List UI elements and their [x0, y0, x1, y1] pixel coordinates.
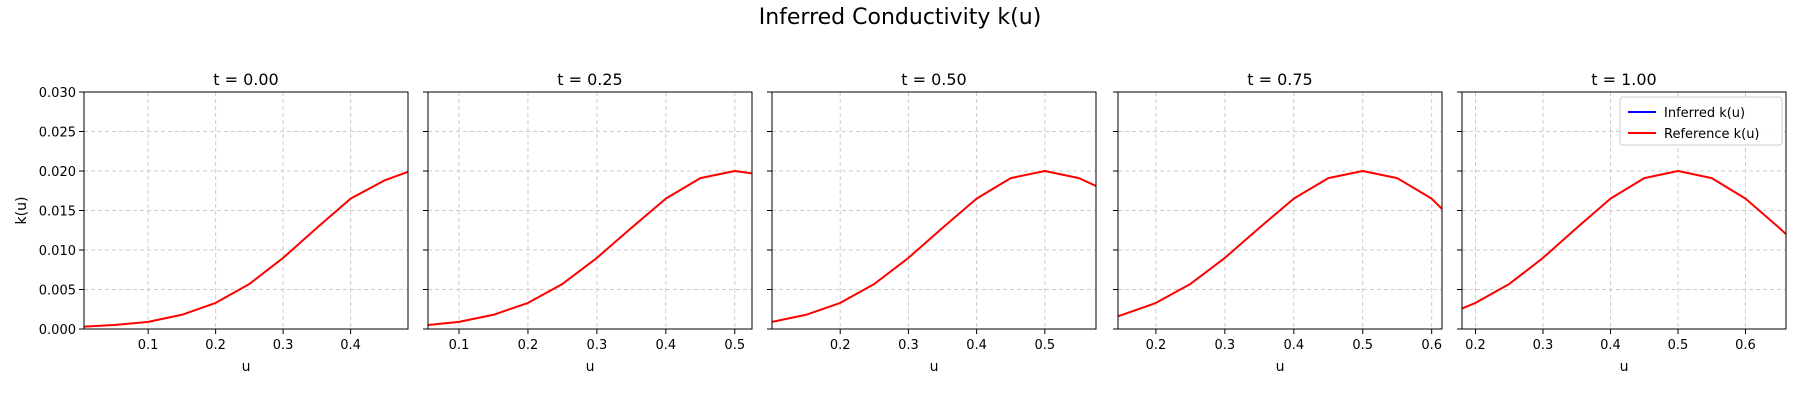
- panel-title: t = 0.75: [1247, 70, 1312, 89]
- x-tick-label: 0.3: [587, 338, 608, 353]
- y-tick-label: 0.020: [39, 165, 76, 180]
- series-line-reference: [428, 170, 752, 327]
- panel-title: t = 0.50: [901, 70, 966, 89]
- y-tick-label: 0.030: [39, 86, 76, 101]
- x-tick-label: 0.5: [724, 338, 745, 353]
- y-tick-label: 0.025: [39, 126, 76, 141]
- panel-0: 0.1 0.2 0.3 0.4 0.000 0.005 0.010 0.015 0.020 0.0…: [14, 70, 409, 375]
- x-tick-label: 0.4: [1283, 338, 1304, 353]
- x-tick-label: 0.4: [340, 338, 361, 353]
- panel-2: 0.2 0.3 0.4 0.5 t = 0.50 u: [767, 70, 1097, 375]
- x-tick-label: 0.6: [1421, 338, 1442, 353]
- panel-title: t = 0.00: [213, 70, 278, 89]
- figure-suptitle: Inferred Conductivity k(u): [759, 5, 1042, 30]
- y-tick-label: 0.010: [39, 244, 76, 259]
- x-tick-label: 0.6: [1735, 338, 1756, 353]
- panel-title: t = 0.25: [557, 70, 622, 89]
- x-tick-label: 0.2: [518, 338, 539, 353]
- series-line-reference: [1462, 170, 1786, 310]
- x-tick-label: 0.3: [273, 338, 294, 353]
- x-tick-label: 0.2: [205, 338, 226, 353]
- legend: Inferred k(u) Reference k(u): [1619, 96, 1783, 146]
- x-axis-label: u: [930, 359, 939, 375]
- series-line-reference: [772, 170, 1096, 323]
- panel-title: t = 1.00: [1591, 70, 1656, 89]
- x-tick-label: 0.5: [1668, 338, 1689, 353]
- legend-label-inferred: Inferred k(u): [1664, 106, 1745, 121]
- x-tick-label: 0.5: [1034, 338, 1055, 353]
- x-tick-label: 0.2: [1465, 338, 1486, 353]
- panel-3: 0.2 0.3 0.4 0.5 0.6 t = 0.75 u: [1113, 70, 1443, 375]
- y-tick-label: 0.000: [39, 323, 76, 338]
- x-tick-label: 0.1: [449, 338, 470, 353]
- y-tick-label: 0.015: [39, 205, 76, 220]
- x-tick-label: 0.4: [966, 338, 987, 353]
- panel-1: 0.1 0.2 0.3 0.4 0.5 t = 0.25 u: [423, 70, 753, 375]
- series-line-reference: [84, 170, 408, 328]
- x-tick-label: 0.5: [1352, 338, 1373, 353]
- x-tick-label: 0.3: [898, 338, 919, 353]
- x-axis-label: u: [1276, 359, 1285, 375]
- x-axis-label: u: [586, 359, 595, 375]
- x-axis-label: u: [242, 359, 251, 375]
- x-axis-label: u: [1620, 359, 1629, 375]
- panel-4: 0.2 0.3 0.4 0.5 0.6 t = 1.00 u Inferred k(u) Ref…: [1457, 70, 1787, 375]
- x-tick-label: 0.3: [1215, 338, 1236, 353]
- x-tick-label: 0.2: [1146, 338, 1167, 353]
- x-tick-label: 0.4: [655, 338, 676, 353]
- legend-label-reference: Reference k(u): [1664, 127, 1760, 142]
- panels: 0.1 0.2 0.3 0.4 0.000 0.005 0.010 0.015 0.020 0.0…: [14, 70, 1787, 375]
- x-tick-label: 0.1: [138, 338, 159, 353]
- y-axis-label: k(u): [14, 197, 30, 225]
- x-tick-label: 0.3: [1533, 338, 1554, 353]
- y-tick-label: 0.005: [39, 284, 76, 299]
- x-tick-label: 0.2: [830, 338, 851, 353]
- legend-box: [1619, 96, 1783, 146]
- x-tick-label: 0.4: [1600, 338, 1621, 353]
- series-line-reference: [1118, 170, 1442, 318]
